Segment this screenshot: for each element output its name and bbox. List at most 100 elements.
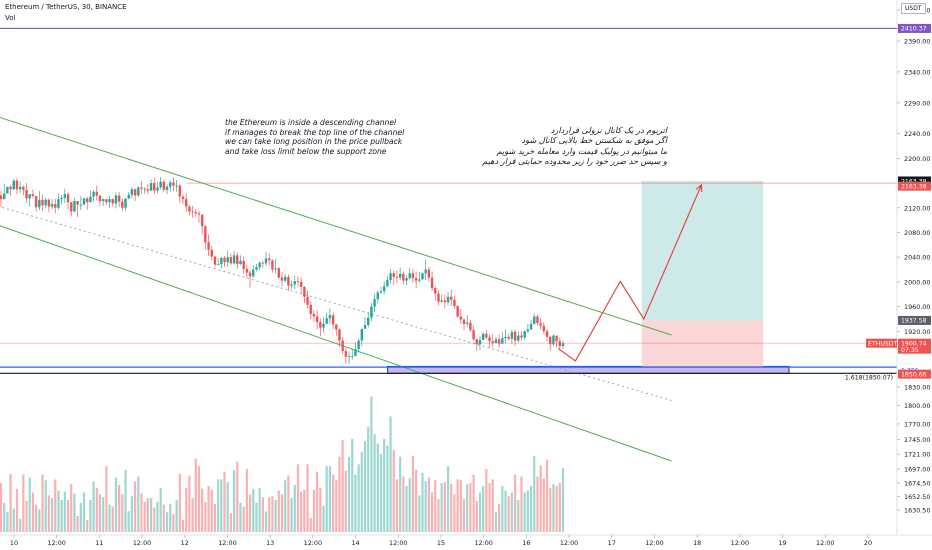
candle-body bbox=[108, 199, 111, 203]
price-label-text: 1937.58 bbox=[901, 318, 927, 325]
volume-bar bbox=[545, 459, 549, 532]
volume-bar bbox=[98, 494, 102, 532]
candle-body bbox=[63, 194, 67, 198]
volume-bar bbox=[284, 480, 287, 532]
volume-bar bbox=[488, 483, 491, 532]
price-tick-label: 2080.00 bbox=[904, 229, 930, 237]
candle-body bbox=[523, 331, 526, 338]
volume-bar bbox=[268, 497, 271, 532]
annotation-persian: اتریوم در یک کانال نزولی قراردارد اگر مو… bbox=[482, 125, 667, 166]
volume-bar bbox=[453, 494, 456, 532]
volume-bar bbox=[9, 473, 12, 532]
time-tick-label: 17 bbox=[608, 539, 616, 547]
time-tick-label: 13 bbox=[266, 539, 274, 547]
candle-body bbox=[328, 315, 332, 319]
candle-body bbox=[533, 316, 536, 324]
price-tick-label: 1960.00 bbox=[904, 303, 930, 311]
projected-path-line bbox=[558, 184, 702, 362]
volume-bar bbox=[536, 476, 539, 532]
volume-bar bbox=[22, 474, 25, 532]
volume-bar bbox=[367, 426, 370, 532]
candle-body bbox=[497, 339, 501, 344]
volume-bar bbox=[280, 494, 284, 532]
candle-body bbox=[373, 299, 376, 307]
candle-body bbox=[539, 323, 542, 326]
volume-bar bbox=[156, 501, 159, 532]
volume-bar bbox=[111, 506, 114, 532]
channel-upper-line bbox=[0, 117, 672, 336]
volume-bar bbox=[539, 465, 542, 532]
time-tick-label: 18 bbox=[693, 539, 701, 547]
price-label-text: 1900.74 bbox=[901, 340, 927, 347]
time-tick-label: 12:00 bbox=[731, 539, 749, 547]
candle-body bbox=[287, 276, 290, 286]
volume-bar bbox=[159, 487, 162, 532]
candle-body bbox=[57, 199, 60, 208]
volume-bar bbox=[517, 500, 520, 532]
price-tick-label: 1920.00 bbox=[904, 328, 930, 336]
annotation-line: the Ethereum is inside a descending chan… bbox=[225, 118, 397, 127]
candle-body bbox=[319, 322, 322, 328]
volume-bar bbox=[552, 484, 555, 532]
volume-bar bbox=[395, 479, 399, 532]
volume-bar bbox=[469, 483, 472, 532]
volume-bar bbox=[437, 499, 440, 532]
price-axis[interactable]: 2440.002390.002340.002290.002240.002200.… bbox=[896, 0, 930, 535]
volume-bar bbox=[19, 518, 22, 532]
volume-bar bbox=[54, 479, 57, 532]
volume-bar bbox=[82, 492, 86, 532]
candle-body bbox=[309, 304, 312, 315]
time-tick-label: 12:00 bbox=[474, 539, 492, 547]
volume-bar bbox=[526, 490, 529, 532]
candle-body bbox=[379, 291, 383, 293]
time-axis[interactable]: 10 12:00 11 12:00 12 12:00 13 12:00 14 12:00 15 12:… bbox=[0, 534, 932, 547]
volume-indicator-label: Vol bbox=[5, 14, 16, 22]
candle-body bbox=[472, 330, 475, 340]
candle-body bbox=[462, 319, 466, 324]
candle-body bbox=[114, 195, 118, 204]
volume-bar bbox=[130, 496, 134, 532]
volume-bar bbox=[233, 469, 236, 532]
candle-body bbox=[494, 339, 498, 344]
candle-body bbox=[283, 276, 287, 281]
volume-bar bbox=[50, 498, 54, 532]
candle-body bbox=[325, 318, 328, 324]
candle-body bbox=[529, 323, 533, 330]
candle-body bbox=[248, 272, 252, 277]
price-tick-label: 1652.50 bbox=[904, 493, 930, 501]
volume-bar bbox=[204, 501, 207, 532]
volume-bar bbox=[351, 438, 354, 532]
volume-bar bbox=[472, 474, 475, 532]
candle-body bbox=[485, 333, 488, 338]
candle-body bbox=[268, 258, 271, 261]
volume-bar bbox=[95, 487, 98, 532]
candle-body bbox=[9, 186, 12, 190]
volume-bar bbox=[456, 479, 459, 532]
candle-body bbox=[437, 293, 440, 302]
candle-body bbox=[402, 273, 405, 281]
volume-bar bbox=[424, 481, 427, 532]
volume-bar bbox=[66, 500, 70, 532]
volume-bar bbox=[494, 512, 498, 532]
time-tick-label: 12 bbox=[181, 539, 189, 547]
volume-bar bbox=[475, 500, 478, 532]
candle-body bbox=[370, 306, 373, 318]
volume-bar bbox=[338, 456, 341, 532]
currency-unit-button[interactable]: USDT bbox=[901, 3, 926, 14]
candle-body bbox=[466, 322, 469, 324]
volume-bar bbox=[124, 469, 127, 532]
candle-body bbox=[70, 202, 73, 212]
volume-bar bbox=[239, 502, 242, 532]
candle-body bbox=[98, 195, 102, 201]
candle-body bbox=[169, 182, 172, 187]
candle-body bbox=[411, 273, 415, 279]
candle-body bbox=[450, 296, 453, 300]
volume-bar bbox=[143, 501, 146, 532]
candle-body bbox=[488, 337, 491, 342]
candle-body bbox=[117, 195, 121, 202]
time-tick-label: 12:00 bbox=[47, 539, 65, 547]
volume-bar bbox=[118, 485, 121, 532]
price-tick-label: 2000.00 bbox=[904, 278, 930, 286]
candle-body bbox=[542, 325, 546, 332]
